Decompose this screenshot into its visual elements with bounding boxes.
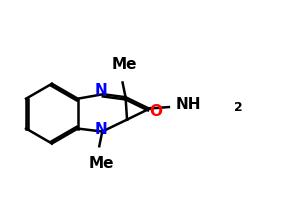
Text: Me: Me [112,57,137,72]
Text: N: N [94,122,107,137]
Text: N: N [95,83,108,98]
Text: NH: NH [176,97,201,112]
Text: 2: 2 [234,101,243,114]
Text: O: O [149,104,162,119]
Text: Me: Me [88,156,114,171]
